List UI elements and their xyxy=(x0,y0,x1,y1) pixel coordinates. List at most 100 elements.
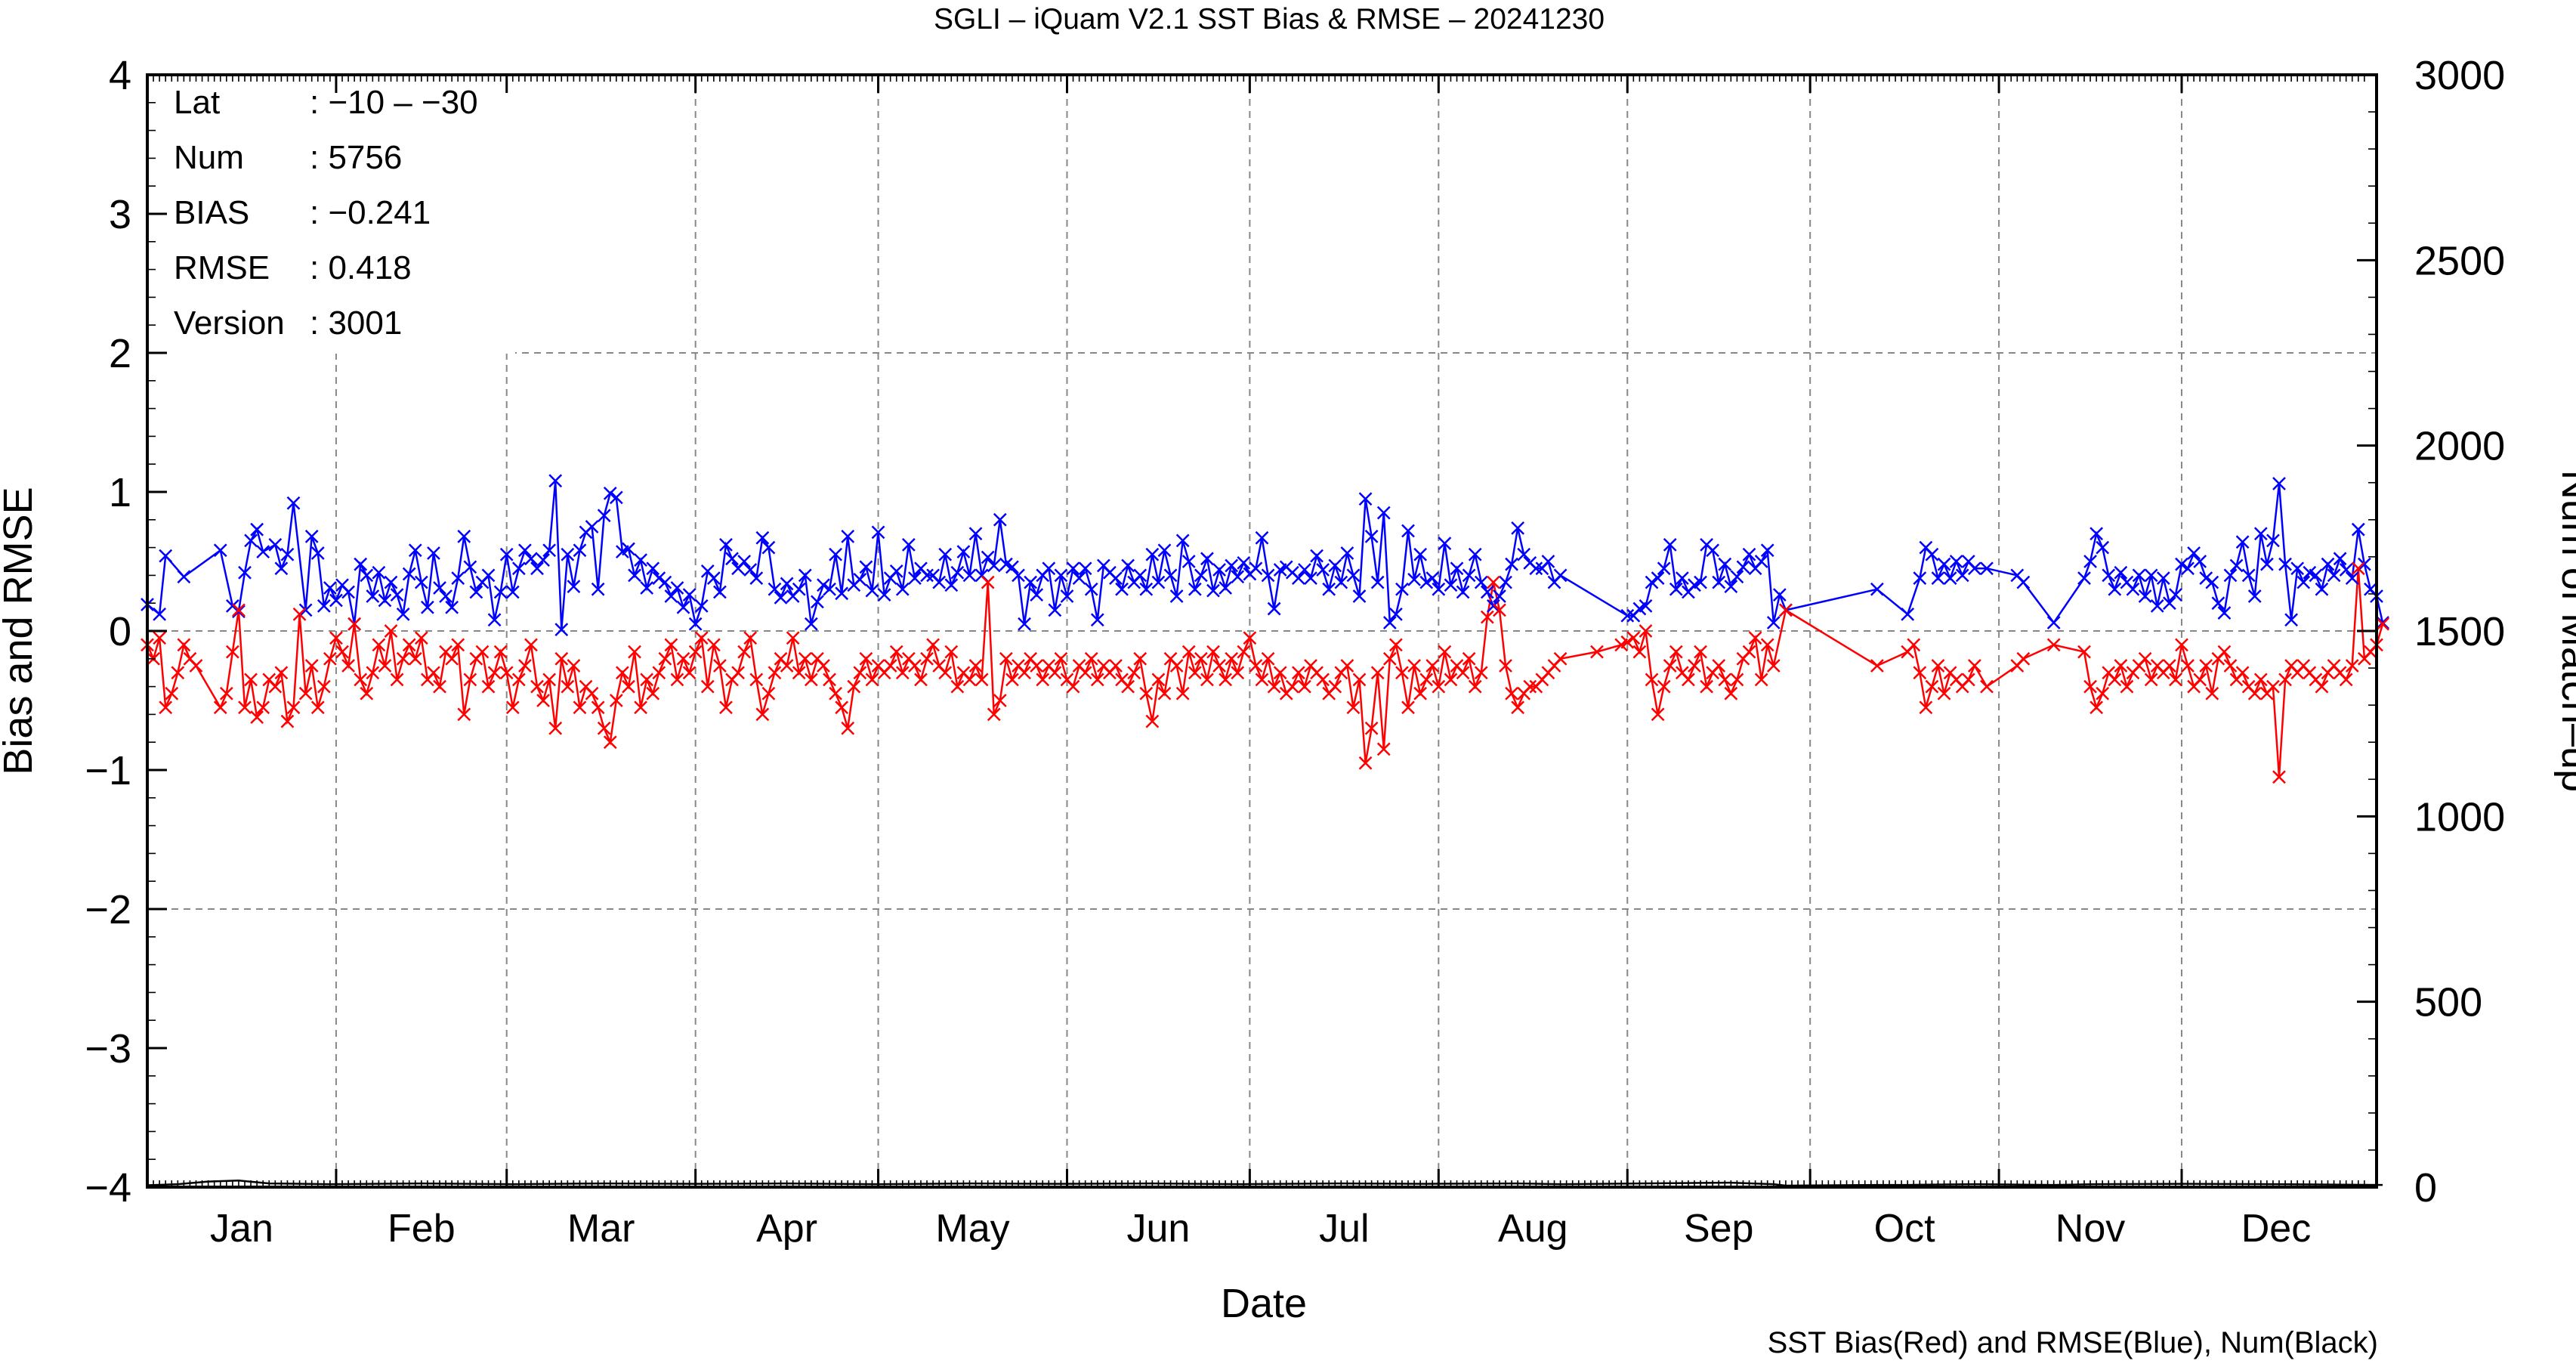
data-point-rmse xyxy=(2199,571,2213,585)
data-point-bias xyxy=(2266,679,2280,694)
data-point-bias xyxy=(1632,645,1647,659)
data-point-rmse xyxy=(1181,555,1196,568)
data-point-bias xyxy=(341,659,355,673)
data-point-rmse xyxy=(817,578,830,592)
data-point-bias xyxy=(706,638,721,652)
data-point-bias xyxy=(981,575,995,589)
data-point-bias xyxy=(2077,645,2091,659)
data-point-rmse xyxy=(713,585,727,599)
data-point-bias xyxy=(165,686,179,700)
data-point-rmse xyxy=(1109,571,1123,585)
data-point-bias xyxy=(1462,651,1476,666)
data-point-rmse xyxy=(1163,568,1178,583)
data-point-bias xyxy=(1005,673,1019,687)
data-point-rmse xyxy=(2083,555,2097,568)
data-point-rmse xyxy=(457,529,471,543)
data-point-bias xyxy=(2046,638,2061,652)
data-point-rmse xyxy=(1401,524,1415,538)
data-point-rmse xyxy=(1645,575,1659,589)
data-point-rmse xyxy=(1480,585,1494,599)
data-point-bias xyxy=(1425,659,1440,673)
data-point-bias xyxy=(987,707,1001,722)
chart-footer: SST Bias(Red) and RMSE(Blue), Num(Black) xyxy=(1768,1326,2378,1359)
data-point-rmse xyxy=(433,581,446,595)
chart-title: SGLI – iQuam V2.1 SST Bias & RMSE – 2024… xyxy=(934,3,1605,36)
data-point-bias xyxy=(548,721,563,735)
info-value: : −0.241 xyxy=(310,194,431,231)
data-point-rmse xyxy=(372,565,386,580)
data-point-rmse xyxy=(2333,552,2347,566)
data-point-rmse xyxy=(524,552,538,566)
data-point-bias xyxy=(1639,624,1653,638)
data-point-rmse xyxy=(853,573,867,586)
data-point-bias xyxy=(542,673,557,687)
data-point-rmse xyxy=(993,512,1007,527)
data-point-bias xyxy=(999,651,1013,666)
data-point-bias xyxy=(511,673,526,687)
data-point-bias xyxy=(974,673,989,687)
data-point-bias xyxy=(1151,673,1166,687)
data-point-bias xyxy=(1913,666,1927,680)
data-point-bias xyxy=(396,651,410,666)
data-point-rmse xyxy=(1012,568,1025,583)
data-point-rmse xyxy=(2205,575,2219,589)
data-point-rmse xyxy=(2309,568,2323,583)
data-point-rmse xyxy=(1024,575,1037,589)
data-point-rmse xyxy=(573,543,587,558)
data-point-rmse xyxy=(323,581,337,595)
data-point-rmse xyxy=(859,560,873,574)
data-point-bias xyxy=(622,679,635,694)
data-point-bias xyxy=(2315,679,2329,694)
data-point-rmse xyxy=(2339,563,2353,577)
data-point-bias xyxy=(487,666,502,680)
data-point-rmse xyxy=(1145,547,1160,561)
data-point-bias xyxy=(244,673,258,687)
data-point-bias xyxy=(414,631,428,645)
data-point-rmse xyxy=(2126,582,2140,596)
data-point-bias xyxy=(445,651,459,666)
data-point-bias xyxy=(250,710,264,724)
data-point-rmse xyxy=(1346,568,1361,583)
data-point-bias xyxy=(554,651,569,666)
data-point-rmse xyxy=(268,538,283,552)
data-point-rmse xyxy=(1955,568,1969,583)
data-point-rmse xyxy=(774,590,788,605)
data-point-bias xyxy=(792,666,806,680)
data-point-rmse xyxy=(1376,506,1391,520)
data-point-rmse xyxy=(1754,555,1768,568)
data-point-rmse xyxy=(2229,558,2244,573)
tick-label-x: May xyxy=(935,1207,1009,1251)
tick-label-x: Jul xyxy=(1319,1207,1369,1251)
data-point-rmse xyxy=(865,583,879,598)
data-point-bias xyxy=(749,673,764,687)
data-point-rmse xyxy=(2259,557,2274,571)
data-point-bias xyxy=(938,666,953,680)
data-point-rmse xyxy=(597,509,611,523)
data-point-rmse xyxy=(499,547,514,561)
data-point-bias xyxy=(865,673,879,687)
data-point-rmse xyxy=(1358,492,1373,506)
data-point-bias xyxy=(304,659,319,673)
data-point-rmse xyxy=(402,567,416,581)
data-point-rmse xyxy=(2321,557,2335,571)
data-point-bias xyxy=(2169,673,2182,687)
data-point-rmse xyxy=(1620,608,1635,623)
data-point-rmse xyxy=(1931,571,1945,585)
data-point-bias xyxy=(317,679,331,694)
data-point-bias xyxy=(171,666,185,680)
data-point-bias xyxy=(1590,645,1604,659)
data-point-bias xyxy=(817,659,830,673)
info-box-background xyxy=(153,80,515,354)
data-point-bias xyxy=(372,638,386,652)
data-point-rmse xyxy=(2114,565,2128,580)
data-point-bias xyxy=(1779,603,1793,617)
data-point-bias xyxy=(859,651,873,666)
data-point-rmse xyxy=(1267,602,1281,616)
data-point-rmse xyxy=(1499,575,1512,589)
data-point-rmse xyxy=(1456,585,1470,599)
data-point-rmse xyxy=(1925,547,1939,561)
data-point-rmse xyxy=(1042,561,1056,576)
series-line-bias xyxy=(146,568,2384,778)
data-point-rmse xyxy=(1511,521,1525,535)
data-point-rmse xyxy=(1529,561,1543,576)
